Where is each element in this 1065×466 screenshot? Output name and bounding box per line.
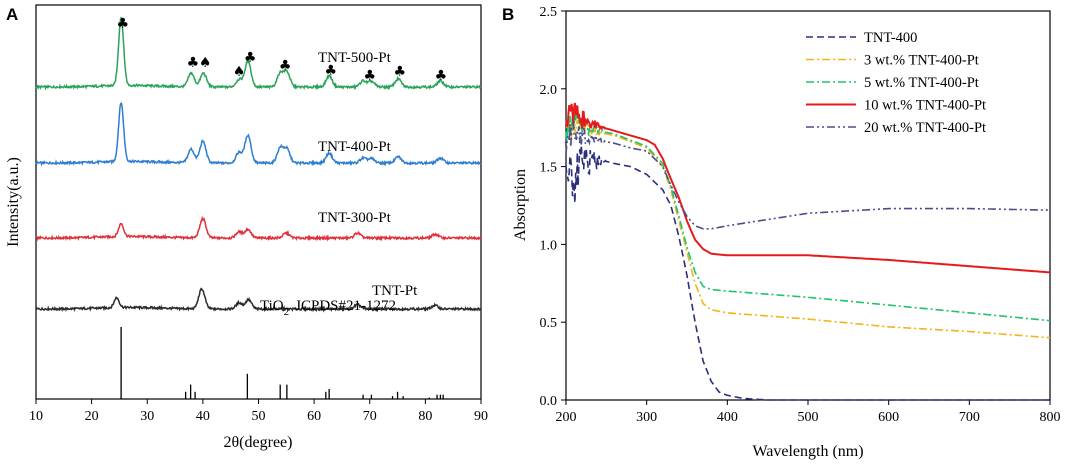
panel-b-absorption-chart: B 200 300 400 500 600 700 800 0.0 0.5 1.0 1.5 2.0 2.…: [502, 5, 1061, 460]
panel-a-x-tick-label: 10: [29, 409, 43, 424]
xrd-trace-label: TNT-500-Pt: [318, 50, 392, 66]
xrd-trace: [35, 287, 482, 313]
panel-a-x-tick-label: 70: [363, 409, 377, 424]
panel-a-xrd-chart: A 10 20 30 40 50 60 70 80 90 ♣♣ ♠♠♣ ♣ ♣ ♣ ♣ ♣ TNT-500-…: [5, 4, 488, 451]
panel-a-y-axis-title: Intensity(a.u.): [5, 157, 22, 247]
panel-b-axis-ticks: 200 300 400 500 600 700 800 0.0 0.5 1.0 1.5 2.0 2.5: [540, 5, 1061, 425]
legend-label: 10 wt.% TNT-400-Pt: [864, 98, 986, 114]
reference-label-formula: TiO: [260, 298, 284, 314]
legend-label: 20 wt.% TNT-400-Pt: [864, 120, 986, 136]
reference-label-code: JCPDS#21-1272: [295, 298, 396, 314]
xrd-trace: [35, 215, 482, 242]
legend-label: 3 wt.% TNT-400-Pt: [864, 53, 979, 69]
phase-marker: ♣: [279, 58, 292, 74]
panel-a-letter: A: [6, 5, 18, 24]
phase-marker: ♣: [187, 55, 200, 71]
absorption-curve: [565, 145, 1050, 401]
panel-a-x-ticks: 10 20 30 40 50 60 70 80 90: [29, 399, 488, 424]
phase-marker: ♣: [394, 64, 407, 80]
panel-a-x-tick-label: 60: [307, 409, 321, 424]
panel-b-y-tick-label: 2.0: [540, 83, 558, 98]
reference-label-subscript: 2: [284, 306, 290, 318]
panel-b-y-tick-label: 0.5: [540, 316, 558, 331]
panel-a-plot-frame: [35, 4, 482, 400]
panel-a-reference-lines: [120, 327, 444, 399]
panel-b-x-tick-label: 600: [878, 410, 899, 425]
panel-a-x-tick-label: 50: [252, 409, 266, 424]
panel-b-y-tick-label: 1.0: [540, 238, 558, 253]
panel-b-y-tick-label: 2.5: [540, 5, 558, 20]
panel-b-x-tick-label: 800: [1040, 410, 1061, 425]
panel-a-x-axis-title: 2θ(degree): [224, 434, 293, 451]
phase-marker: ♣: [325, 63, 338, 79]
phase-marker: ♠: [199, 55, 212, 71]
panel-b-letter: B: [502, 5, 514, 24]
phase-marker: ♣: [244, 50, 257, 66]
panel-b-x-tick-label: 500: [798, 410, 819, 425]
panel-b-plot-frame: [565, 10, 1051, 401]
panel-b-x-axis-title: Wavelength (nm): [752, 443, 863, 460]
panel-b-y-tick-label: 0.0: [540, 394, 558, 409]
reference-label: TiO2 JCPDS#21-1272: [260, 298, 396, 318]
xrd-trace: [35, 102, 482, 167]
xrd-trace-label: TNT-400-Pt: [318, 139, 392, 155]
phase-marker: ♣: [363, 68, 376, 84]
legend-label: TNT-400: [864, 30, 917, 46]
panel-a-trace-labels: TNT-500-Pt TNT-400-Pt TNT-300-Pt TNT-Pt: [318, 50, 418, 299]
panel-a-x-tick-label: 30: [140, 409, 154, 424]
panel-b-x-tick-label: 400: [717, 410, 738, 425]
panel-a-x-tick-label: 80: [418, 409, 432, 424]
panel-a-x-tick-label: 20: [85, 409, 99, 424]
panel-b-y-axis-title: Absorption: [512, 169, 529, 241]
panel-b-x-tick-label: 300: [636, 410, 657, 425]
panel-b-curves: [565, 102, 1051, 401]
panel-a-x-tick-label: 40: [196, 409, 210, 424]
panel-a-phase-markers: ♣♣ ♠♠♣ ♣ ♣ ♣ ♣ ♣: [116, 16, 447, 84]
xrd-trace-label: TNT-300-Pt: [318, 210, 392, 226]
absorption-curve: [565, 102, 1051, 274]
absorption-curve: [565, 122, 1050, 230]
panel-b-x-tick-label: 700: [959, 410, 980, 425]
phase-marker: ♣: [435, 68, 448, 84]
panel-a-traces: [35, 16, 482, 313]
phase-marker: ♣: [116, 16, 129, 32]
absorption-curve: [565, 111, 1051, 339]
xrd-trace-label: TNT-Pt: [372, 283, 418, 299]
phase-marker: ♠: [233, 64, 246, 80]
panel-a-x-tick-label: 90: [474, 409, 488, 424]
absorption-curve: [565, 109, 1050, 322]
xrd-trace: [35, 16, 482, 91]
panel-b-x-tick-label: 200: [556, 410, 577, 425]
panel-b-legend: TNT-400 3 wt.% TNT-400-Pt 5 wt.% TNT-400-P…: [806, 30, 986, 136]
panel-b-y-tick-label: 1.5: [540, 161, 558, 176]
legend-label: 5 wt.% TNT-400-Pt: [864, 75, 979, 91]
